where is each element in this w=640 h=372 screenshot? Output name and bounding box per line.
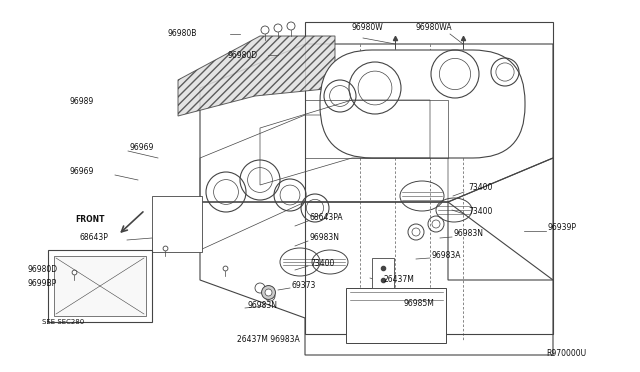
Text: 68643PA: 68643PA [310,214,344,222]
Bar [305,22,553,334]
Text: 26437M 96983A: 26437M 96983A [237,336,300,344]
Polygon shape [178,36,335,116]
Text: 96989: 96989 [70,97,94,106]
Text: 96980D: 96980D [228,51,258,60]
Text: 96985M: 96985M [404,299,435,308]
Text: 96980D: 96980D [28,266,58,275]
Text: 26437M: 26437M [384,276,415,285]
Text: 68643P: 68643P [80,234,109,243]
Text: 96939P: 96939P [548,224,577,232]
Bar [54,256,146,316]
Text: SEE SEC280: SEE SEC280 [42,319,84,325]
Bar [372,258,394,288]
Text: 96980B: 96980B [168,29,197,38]
Bar [48,250,152,322]
Text: 96983A: 96983A [432,250,461,260]
Text: 96980WA: 96980WA [415,23,452,32]
Text: R970000U: R970000U [546,350,586,359]
Text: 69373: 69373 [292,282,316,291]
Text: 96983N: 96983N [454,230,484,238]
FancyBboxPatch shape [320,50,525,158]
Text: 96969: 96969 [130,144,154,153]
Text: 73400: 73400 [468,183,492,192]
Text: FRONT: FRONT [75,215,104,224]
Bar [152,196,202,252]
Text: 96969: 96969 [70,167,94,176]
Text: 73400: 73400 [310,260,334,269]
Bar [346,288,446,343]
Text: 96983N: 96983N [248,301,278,311]
Text: 96983N: 96983N [310,234,340,243]
Text: 73400: 73400 [468,206,492,215]
Text: 9699BP: 9699BP [28,279,57,289]
Text: 96980W: 96980W [352,23,384,32]
